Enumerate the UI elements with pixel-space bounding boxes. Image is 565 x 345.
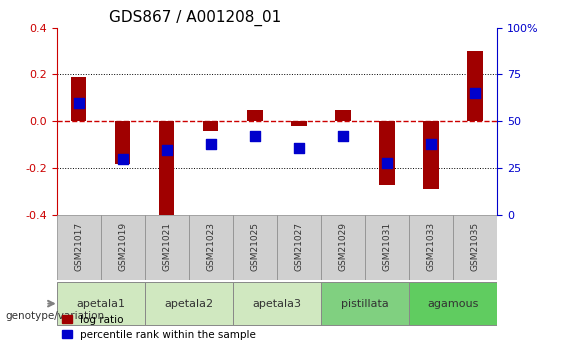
Point: [338, 134, 347, 139]
FancyBboxPatch shape: [56, 215, 101, 279]
Point: [162, 147, 171, 152]
Text: GDS867 / A001208_01: GDS867 / A001208_01: [110, 10, 281, 26]
Text: GSM21017: GSM21017: [74, 221, 83, 271]
Text: genotype/variation: genotype/variation: [6, 311, 105, 321]
FancyBboxPatch shape: [145, 282, 233, 325]
Bar: [291, 121, 307, 126]
Bar: [159, 121, 175, 222]
FancyBboxPatch shape: [321, 282, 409, 325]
Bar: [379, 121, 395, 185]
Text: GSM21029: GSM21029: [338, 221, 347, 270]
FancyBboxPatch shape: [277, 215, 321, 279]
Text: apetala2: apetala2: [164, 299, 213, 309]
Text: GSM21033: GSM21033: [427, 221, 436, 271]
Text: agamous: agamous: [428, 299, 479, 309]
Bar: [423, 121, 439, 189]
Point: [206, 141, 215, 147]
Text: GSM21021: GSM21021: [162, 221, 171, 270]
Bar: [203, 121, 219, 131]
Text: GSM21019: GSM21019: [118, 221, 127, 271]
FancyBboxPatch shape: [409, 215, 453, 279]
FancyBboxPatch shape: [145, 215, 189, 279]
FancyBboxPatch shape: [233, 282, 321, 325]
FancyBboxPatch shape: [189, 215, 233, 279]
Legend: log ratio, percentile rank within the sample: log ratio, percentile rank within the sa…: [62, 315, 257, 340]
Point: [250, 134, 259, 139]
Text: GSM21023: GSM21023: [206, 221, 215, 270]
FancyBboxPatch shape: [365, 215, 409, 279]
Point: [471, 90, 480, 96]
FancyBboxPatch shape: [56, 282, 145, 325]
FancyBboxPatch shape: [321, 215, 365, 279]
Bar: [247, 110, 263, 121]
Text: apetala3: apetala3: [253, 299, 301, 309]
Point: [383, 160, 392, 165]
FancyBboxPatch shape: [233, 215, 277, 279]
Point: [74, 100, 83, 106]
FancyBboxPatch shape: [409, 282, 497, 325]
Point: [118, 156, 127, 162]
Bar: [71, 77, 86, 121]
FancyBboxPatch shape: [453, 215, 497, 279]
Text: apetala1: apetala1: [76, 299, 125, 309]
FancyBboxPatch shape: [101, 215, 145, 279]
Point: [427, 141, 436, 147]
Text: pistillata: pistillata: [341, 299, 389, 309]
Point: [294, 145, 303, 150]
Text: GSM21027: GSM21027: [294, 221, 303, 270]
Bar: [115, 121, 131, 164]
Bar: [467, 51, 483, 121]
Text: GSM21035: GSM21035: [471, 221, 480, 271]
Bar: [335, 110, 351, 121]
Text: GSM21031: GSM21031: [383, 221, 392, 271]
Text: GSM21025: GSM21025: [250, 221, 259, 270]
